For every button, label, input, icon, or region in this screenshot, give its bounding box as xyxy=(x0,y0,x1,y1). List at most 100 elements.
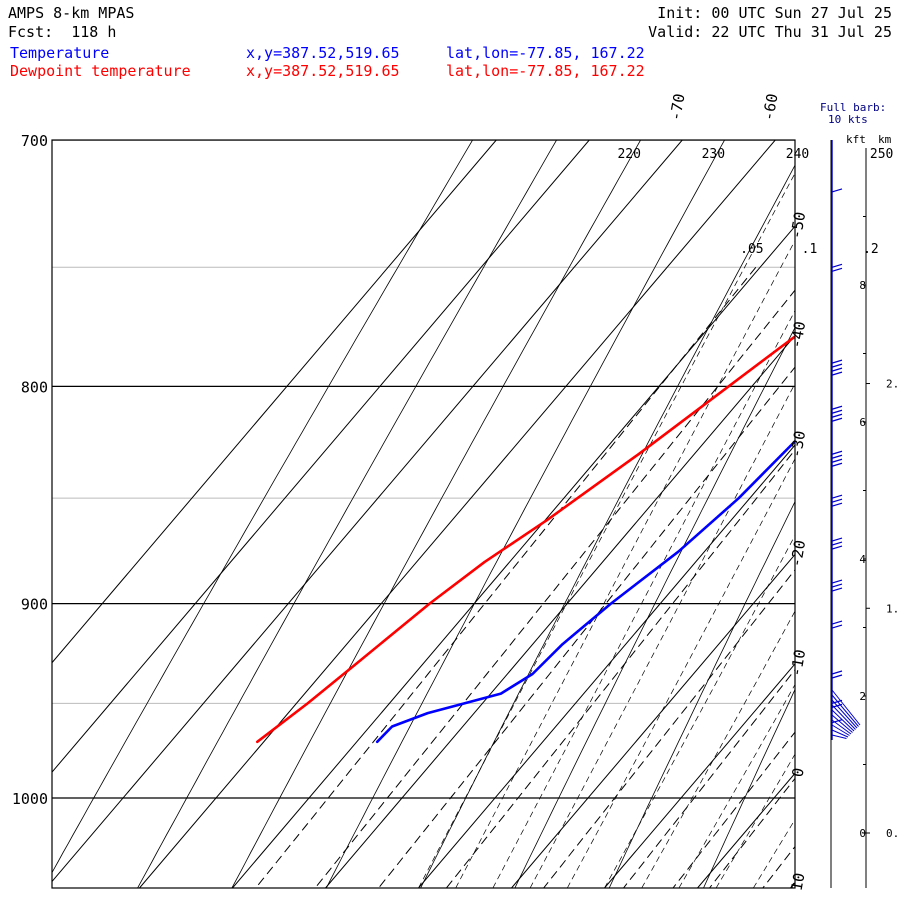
kft-tick-label: 4 xyxy=(859,553,866,566)
init-time: Init: 00 UTC Sun 27 Jul 25 xyxy=(657,4,892,22)
surface-wind-barb xyxy=(831,724,850,736)
temperature-profile-line xyxy=(375,439,795,744)
temperature-tick-label: -20 xyxy=(787,539,809,569)
kft-label: kft xyxy=(846,133,866,146)
mixing-ratio-line xyxy=(543,569,795,888)
theta-tick-label: 220 xyxy=(617,147,640,162)
moist-adiabat xyxy=(678,683,795,888)
isotherm xyxy=(52,140,497,664)
kft-tick-label: 8 xyxy=(859,279,866,292)
mixing-ratio-line xyxy=(623,668,795,888)
km-tick-label: 2. xyxy=(886,378,899,391)
moist-adiabat xyxy=(492,309,795,888)
wind-barb-flag xyxy=(831,450,843,455)
wind-barb-flag xyxy=(831,409,843,414)
kft-tick-label: 0 xyxy=(859,827,866,840)
temperature-tick-label: -10 xyxy=(787,648,809,678)
wind-barb xyxy=(831,405,843,422)
wind-barb-flag xyxy=(831,405,843,410)
wind-barb-flag xyxy=(831,371,843,376)
wind-barb xyxy=(831,188,843,193)
wind-barb-flag xyxy=(831,620,843,625)
moist-adiabat xyxy=(715,753,795,888)
temperature-tick-label: -50 xyxy=(787,210,809,240)
wind-barb-flag xyxy=(831,502,843,507)
temperature-tick-label: 0 xyxy=(788,766,807,778)
wind-barb-flag xyxy=(831,670,843,675)
wind-barb-flag xyxy=(831,263,843,268)
surface-wind-barb xyxy=(831,689,861,726)
wind-barb-flag xyxy=(831,188,843,193)
moist-adiabat xyxy=(641,610,795,888)
isotherm xyxy=(604,663,795,888)
surface-wind-barb xyxy=(831,729,849,738)
dry-adiabat xyxy=(892,127,900,888)
temperature-tick-label: 10 xyxy=(788,871,809,892)
wind-barb-flag xyxy=(831,367,843,372)
wind-barb xyxy=(831,359,843,376)
barb-note-line1: Full barb: xyxy=(820,101,887,114)
dry-adiabat xyxy=(514,326,795,888)
isotherm xyxy=(511,553,795,888)
isotherm xyxy=(418,444,795,888)
kft-tick-label: 2 xyxy=(859,690,866,703)
wind-barb xyxy=(831,450,843,467)
wind-barb-flag xyxy=(831,545,843,550)
theta-tick-label: 250 xyxy=(870,147,893,162)
wind-barb-flag xyxy=(831,498,843,503)
mixing-ratio-tick-label: .05 xyxy=(740,242,763,257)
km-tick-label: 1. xyxy=(886,602,899,615)
wind-barb-flag xyxy=(831,719,843,724)
legend-dewpoint-latlon: lat,lon=-77.85, 167.22 xyxy=(446,62,645,80)
pressure-tick-label: 900 xyxy=(21,596,48,614)
legend-dewpoint-name: Dewpoint temperature xyxy=(10,62,191,80)
plot-area xyxy=(52,127,900,888)
wind-barb-flag xyxy=(831,579,843,584)
temperature-tick-label: -30 xyxy=(787,429,809,459)
mixing-ratio-line xyxy=(255,266,757,888)
dry-adiabat xyxy=(52,140,474,874)
mixing-ratio-line xyxy=(314,289,795,888)
theta-tick-label: 240 xyxy=(786,147,809,162)
dry-adiabat xyxy=(420,164,795,888)
moist-adiabat xyxy=(529,382,795,888)
wind-barb-flag xyxy=(831,541,843,546)
pressure-tick-label: 1000 xyxy=(12,790,48,808)
theta-tick-label: 230 xyxy=(702,147,725,162)
wind-barb xyxy=(831,620,843,629)
chart-title: AMPS 8-km MPAS xyxy=(8,4,135,22)
isotherm xyxy=(52,140,590,773)
surface-wind-barb xyxy=(831,699,858,729)
km-tick-label: 0. xyxy=(886,827,899,840)
wind-barb xyxy=(831,494,843,507)
wind-barb-flag xyxy=(831,454,843,459)
wind-barb xyxy=(831,670,843,679)
dry-adiabat xyxy=(608,500,795,888)
dry-adiabat xyxy=(798,127,900,888)
temperature-tick-label: -70 xyxy=(666,92,688,122)
isotherm xyxy=(232,225,795,888)
pressure-tick-label: 800 xyxy=(21,378,48,396)
dry-adiabat xyxy=(137,140,558,888)
wind-barb-flag xyxy=(831,624,843,629)
wind-barb-flag xyxy=(831,359,843,364)
moist-adiabat xyxy=(604,534,795,888)
dry-adiabat xyxy=(325,140,726,888)
wind-barb-flag xyxy=(831,458,843,463)
plot-frame xyxy=(51,139,796,889)
dry-adiabat xyxy=(231,140,642,888)
isotherm xyxy=(325,334,795,888)
forecast-hour: Fcst: 118 h xyxy=(8,23,117,41)
kft-tick-label: 6 xyxy=(859,416,866,429)
legend-dewpoint-location: x,y=387.52,519.65 xyxy=(246,62,400,80)
dewpoint-profile-line xyxy=(256,334,795,744)
wind-barb xyxy=(831,719,843,724)
wind-barb-flag xyxy=(831,674,843,679)
mixing-ratio-tick-label: .2 xyxy=(863,242,879,257)
wind-barb-flag xyxy=(831,587,843,592)
wind-barb xyxy=(831,263,843,272)
mixing-ratio-line xyxy=(378,366,795,888)
surface-wind-barb xyxy=(831,694,859,727)
surface-wind-barb xyxy=(831,709,855,732)
